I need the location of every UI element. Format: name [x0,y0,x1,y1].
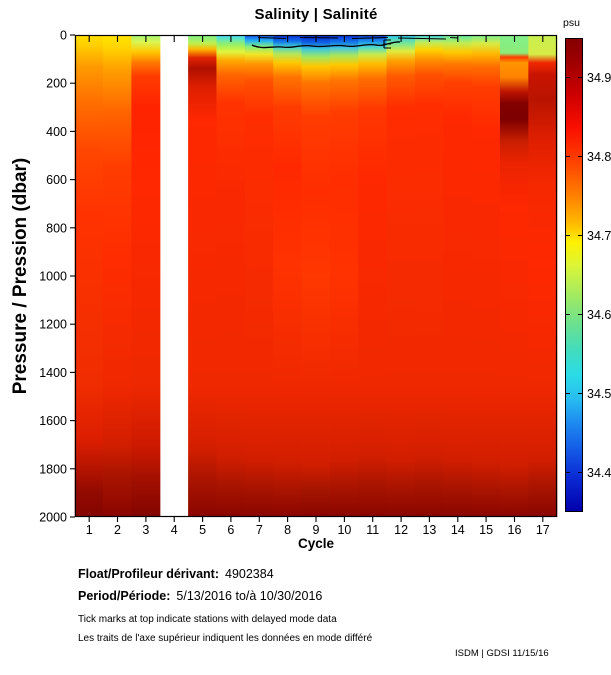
surface-contour-label-mark [383,39,391,49]
colorbar-tick-label-34.4: 34.4 [587,466,611,480]
y-tick-label-200: 200 [46,77,67,91]
left-axis-ticks [70,34,75,518]
heatmap-column-cycle-8 [273,35,303,517]
heatmap-column-cycle-7 [244,35,274,517]
x-tick-label-11: 11 [366,523,379,537]
colorbar-tick-label-34.6: 34.6 [587,308,611,322]
x-tick-label-17: 17 [536,523,550,537]
colorbar-tick-label-34.8: 34.8 [587,150,611,164]
x-tick-label-6: 6 [227,523,234,537]
heatmap-column-cycle-6 [216,35,246,517]
bottom-axis-ticks [88,517,544,522]
x-tick-label-4: 4 [171,523,178,537]
y-tick-label-600: 600 [46,173,67,187]
heatmap-column-cycle-2 [103,35,132,517]
y-tick-labels: 0 200 400 600 800 1000 1200 1400 1600 1800 2000 [39,29,67,525]
x-tick-label-5: 5 [199,523,206,537]
x-tick-label-8: 8 [284,523,291,537]
x-tick-label-15: 15 [479,523,493,537]
top-axis-delayed-mode-ticks [88,36,544,42]
float-id-label: Float/Profileur dérivant: [78,567,219,581]
heatmap-column-cycle-13 [414,35,444,517]
y-tick-label-1800: 1800 [39,462,67,476]
heatmap-column-cycle-3 [131,35,161,517]
float-id-line: Float/Profileur dérivant: 4902384 [78,567,274,581]
y-tick-label-800: 800 [46,221,67,235]
x-tick-label-10: 10 [337,523,351,537]
float-id-value: 4902384 [225,567,274,581]
y-tick-label-1000: 1000 [39,270,67,284]
colorbar-tick-label-34.5: 34.5 [587,387,611,401]
x-tick-label-16: 16 [508,523,522,537]
colorbar-tick-label-34.7: 34.7 [587,229,611,243]
x-axis-label: Cycle [297,536,335,551]
colorbar-gradient [565,38,583,512]
heatmap-column-cycle-11 [358,35,388,517]
y-tick-label-1600: 1600 [39,414,67,428]
chart-title: Salinity | Salinité [254,6,378,23]
colorbar-tick-label-34.9: 34.9 [587,71,611,85]
heatmap-column-cycle-15 [471,35,501,517]
period-value: 5/13/2016 to/à 10/30/2016 [176,589,323,603]
x-tick-label-1: 1 [86,523,93,537]
x-tick-label-9: 9 [313,523,320,537]
y-tick-label-2000: 2000 [39,511,67,525]
colorbar-ticks [565,77,583,473]
y-tick-label-1200: 1200 [39,318,67,332]
x-tick-label-7: 7 [256,523,263,537]
agency-credit: ISDM | GDSI 11/15/16 [455,648,549,659]
x-tick-label-13: 13 [422,523,436,537]
heatmap-column-cycle-12 [386,35,416,517]
heatmap-column-cycle-5 [188,35,218,517]
x-tick-label-14: 14 [451,523,465,537]
x-tick-label-12: 12 [394,523,408,537]
heatmap-column-cycle-17 [528,35,558,517]
heatmap-column-cycle-16 [499,35,529,517]
colorbar-units-label: psu [563,17,580,29]
heatmap-column-cycle-1 [74,35,104,517]
x-tick-label-3: 3 [142,523,149,537]
delayed-mode-note-en: Tick marks at top indicate stations with… [78,614,337,625]
surface-contour-upper-line [257,36,459,40]
colorbar: 34.9 34.8 34.7 34.6 34.5 34.4 psu [563,17,611,512]
heatmap-column-cycle-14 [443,35,473,517]
surface-contour-line [251,41,401,49]
heatmap-column-cycle-9 [301,35,331,517]
colorbar-border [565,38,583,512]
period-line: Period/Période: 5/13/2016 to/à 10/30/2016 [78,589,322,603]
surface-contour [251,36,459,49]
x-tick-label-2: 2 [114,523,121,537]
colorbar-tick-labels: 34.9 34.8 34.7 34.6 34.5 34.4 [587,71,611,480]
y-tick-label-400: 400 [46,125,67,139]
heatmap-columns [74,35,558,517]
y-tick-label-0: 0 [60,29,67,43]
y-tick-label-1400: 1400 [39,366,67,380]
heatmap-column-cycle-10 [329,35,359,517]
plot-border [74,34,558,518]
period-label: Period/Période: [78,589,171,603]
delayed-mode-note-fr: Les traits de l'axe supérieur indiquent … [78,633,373,644]
x-tick-labels: 1 2 3 4 5 6 7 8 9 10 11 12 13 14 15 16 17 [86,523,550,537]
